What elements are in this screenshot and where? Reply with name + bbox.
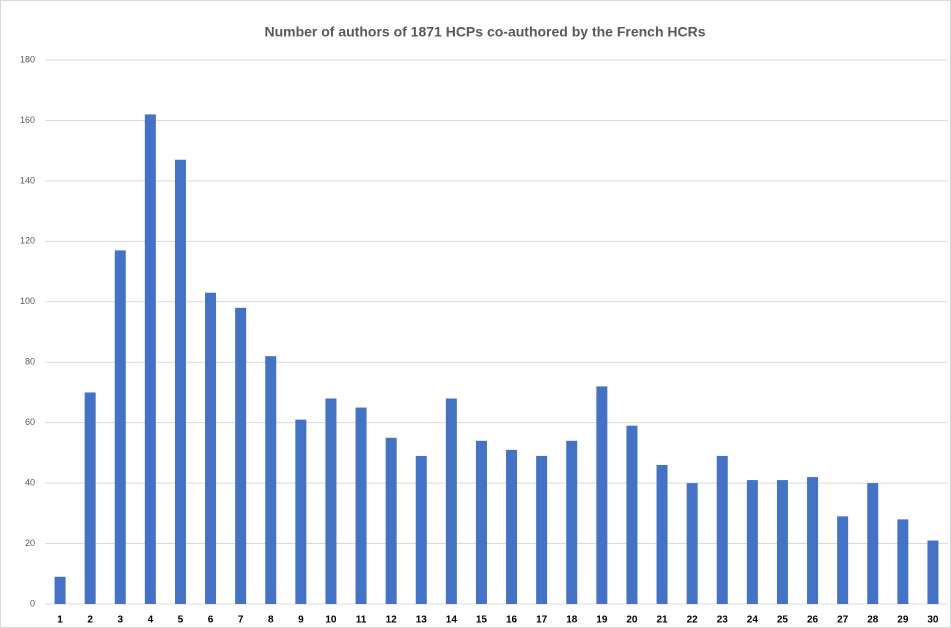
chart-title: Number of authors of 1871 HCPs co-author…: [264, 24, 705, 40]
bar: [596, 386, 608, 604]
bar: [686, 483, 698, 604]
bar: [144, 114, 156, 605]
bar: [897, 519, 909, 604]
bar: [445, 398, 457, 604]
x-tick-label: 29: [897, 615, 909, 626]
bar: [84, 392, 96, 604]
x-tick-label: 15: [476, 615, 488, 626]
x-tick-label: 13: [416, 615, 428, 626]
x-tick-label: 11: [356, 615, 367, 626]
x-tick-label: 10: [325, 615, 337, 626]
bar: [566, 440, 578, 604]
x-tick-label: 17: [536, 615, 548, 626]
x-tick-label: 7: [238, 615, 244, 626]
x-tick-label: 4: [148, 615, 154, 626]
bar: [626, 425, 638, 604]
x-tick-label: 8: [268, 615, 274, 626]
bar: [174, 159, 186, 604]
y-tick-label: 80: [25, 357, 35, 367]
x-tick-label: 3: [117, 615, 123, 626]
bar: [867, 483, 879, 604]
x-tick-label: 28: [867, 615, 879, 626]
bar: [415, 455, 427, 604]
bar: [235, 307, 247, 604]
x-tick-label: 20: [626, 615, 638, 626]
y-tick-label: 120: [20, 236, 35, 246]
bar: [716, 455, 728, 604]
x-tick-label: 1: [57, 615, 63, 626]
x-tick-label: 25: [777, 615, 789, 626]
y-tick-label: 160: [20, 115, 35, 125]
bar: [536, 455, 548, 604]
y-tick-label: 40: [25, 477, 35, 487]
bar: [776, 480, 788, 604]
x-tick-label: 24: [747, 615, 759, 626]
bar: [746, 480, 758, 604]
x-tick-label: 21: [656, 615, 668, 626]
bar: [295, 419, 307, 604]
bar: [355, 407, 367, 604]
bar: [837, 516, 849, 604]
x-tick-label: 16: [506, 615, 518, 626]
bar: [205, 292, 217, 604]
x-tick-label: 26: [807, 615, 819, 626]
y-tick-label: 100: [20, 296, 35, 306]
bar: [927, 540, 939, 604]
x-tick-label: 27: [837, 615, 849, 626]
x-tick-label: 23: [717, 615, 729, 626]
x-tick-label: 14: [446, 615, 458, 626]
x-tick-label: 5: [178, 615, 184, 626]
x-tick-label: 9: [298, 615, 304, 626]
y-tick-label: 60: [25, 417, 35, 427]
bar: [54, 576, 66, 604]
bar: [114, 250, 126, 604]
bar: [475, 440, 487, 604]
x-tick-label: 22: [687, 615, 699, 626]
x-tick-label: 18: [566, 615, 578, 626]
y-tick-label: 180: [20, 54, 35, 64]
bar: [325, 398, 337, 604]
x-tick-label: 12: [386, 615, 398, 626]
y-tick-label: 20: [25, 538, 35, 548]
y-tick-label: 140: [20, 175, 35, 185]
x-tick-label: 2: [87, 615, 93, 626]
bar: [807, 477, 819, 604]
bar: [385, 437, 397, 604]
x-tick-label: 6: [208, 615, 214, 626]
bar: [506, 449, 518, 604]
bar: [265, 356, 277, 604]
x-tick-label: 30: [927, 615, 939, 626]
bar: [656, 464, 668, 604]
x-tick-label: 19: [596, 615, 608, 626]
y-tick-label: 0: [30, 598, 35, 608]
